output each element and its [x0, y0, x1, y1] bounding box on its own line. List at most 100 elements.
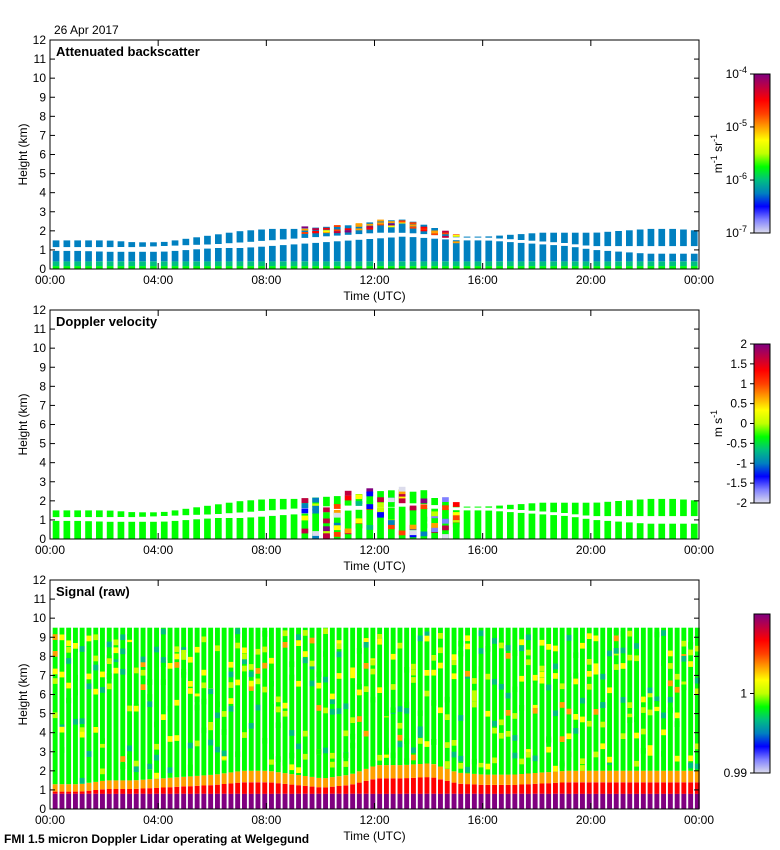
signal-cell — [221, 711, 227, 717]
velocity-cell — [561, 515, 568, 539]
signal-cell — [215, 774, 220, 785]
velocity-cell — [377, 497, 384, 503]
backscatter-cell — [636, 266, 644, 269]
signal-cell — [363, 642, 369, 648]
signal-cell — [228, 783, 234, 794]
signal-cell — [512, 752, 518, 759]
velocity-cell — [366, 500, 374, 506]
backscatter-cell — [96, 240, 103, 248]
velocity-cell — [442, 501, 449, 507]
colorbar: 10-410-510-610-7m-1 sr-1 — [709, 65, 771, 240]
signal-cell — [505, 645, 511, 651]
signal-cell — [661, 770, 666, 783]
signal-cell — [498, 774, 504, 785]
velocity-cell — [409, 505, 417, 511]
velocity-cell — [355, 523, 363, 529]
velocity-cell — [658, 523, 666, 539]
signal-cell — [52, 712, 58, 719]
signal-cell — [167, 767, 173, 773]
velocity-cell — [517, 504, 525, 510]
velocity-cell — [106, 521, 114, 539]
signal-cell — [492, 727, 497, 734]
signal-cell — [667, 707, 673, 714]
velocity-cell — [52, 510, 60, 518]
signal-cell — [127, 780, 132, 789]
signal-cell — [215, 645, 220, 652]
signal-cell — [100, 793, 105, 809]
y-tick-label: 3 — [39, 205, 46, 219]
signal-cell — [221, 729, 227, 735]
signal-cell — [79, 791, 85, 794]
backscatter-cell — [171, 261, 179, 267]
colorbar: 21.510.50-0.5-1-1.5-2m s-1 — [709, 337, 771, 510]
velocity-cell — [398, 489, 406, 495]
signal-cell — [438, 760, 443, 767]
backscatter-cell — [582, 232, 590, 246]
velocity-cell — [344, 490, 352, 496]
signal-cell — [181, 776, 187, 787]
velocity-cell — [571, 502, 579, 515]
signal-cell — [343, 775, 349, 786]
signal-cell — [681, 782, 687, 794]
signal-cell — [674, 793, 680, 809]
backscatter-cell — [626, 261, 633, 267]
signal-cell — [154, 754, 159, 761]
backscatter-cell — [463, 236, 471, 238]
signal-cell — [255, 704, 261, 711]
signal-cell — [323, 628, 328, 634]
signal-cell — [228, 705, 234, 712]
signal-cell — [553, 710, 558, 717]
signal-cell — [167, 627, 173, 778]
colorbar-tick-label: -1.5 — [726, 476, 747, 490]
y-tick-label: 8 — [39, 379, 46, 393]
backscatter-cell — [561, 266, 568, 269]
signal-cell — [106, 627, 112, 781]
signal-cell — [282, 783, 288, 794]
signal-cell — [647, 745, 653, 751]
velocity-cell — [377, 502, 384, 508]
signal-cell — [492, 793, 497, 809]
signal-cell — [485, 627, 491, 775]
signal-cell — [79, 731, 85, 738]
backscatter-cell — [669, 261, 676, 267]
signal-cell — [458, 755, 464, 762]
signal-cell — [329, 793, 335, 809]
backscatter-cell — [52, 250, 60, 262]
signal-cell — [519, 675, 525, 682]
signal-cell — [492, 757, 497, 764]
backscatter-cell — [333, 266, 341, 269]
velocity-cell — [463, 506, 471, 508]
signal-cell — [411, 669, 416, 676]
signal-cell — [208, 793, 214, 809]
signal-cell — [471, 678, 477, 684]
signal-cell — [525, 784, 531, 794]
velocity-cell — [669, 523, 676, 539]
backscatter-cell — [377, 219, 384, 222]
signal-cell — [566, 627, 572, 771]
signal-cell — [289, 752, 295, 759]
signal-cell — [451, 771, 457, 783]
signal-cell — [79, 627, 85, 784]
signal-cell — [404, 758, 410, 764]
signal-cell — [390, 778, 396, 794]
signal-cell — [73, 646, 78, 653]
signal-cell — [458, 640, 464, 647]
velocity-cell — [269, 498, 276, 511]
velocity-cell — [312, 533, 319, 539]
signal-cell — [559, 736, 565, 742]
y-tick-label: 0 — [39, 262, 46, 276]
signal-cell — [309, 793, 315, 809]
backscatter-cell — [301, 266, 309, 269]
signal-cell — [532, 674, 538, 681]
velocity-cell — [301, 508, 309, 514]
signal-cell — [269, 771, 274, 783]
signal-cell — [275, 783, 281, 794]
velocity-cell — [388, 502, 395, 507]
signal-cell — [370, 779, 376, 794]
backscatter-cell — [366, 227, 374, 230]
backscatter-cell — [323, 231, 330, 234]
x-tick-label: 08:00 — [251, 273, 281, 287]
signal-cell — [600, 627, 606, 771]
backscatter-cell — [139, 261, 146, 267]
backscatter-cell — [150, 261, 157, 267]
